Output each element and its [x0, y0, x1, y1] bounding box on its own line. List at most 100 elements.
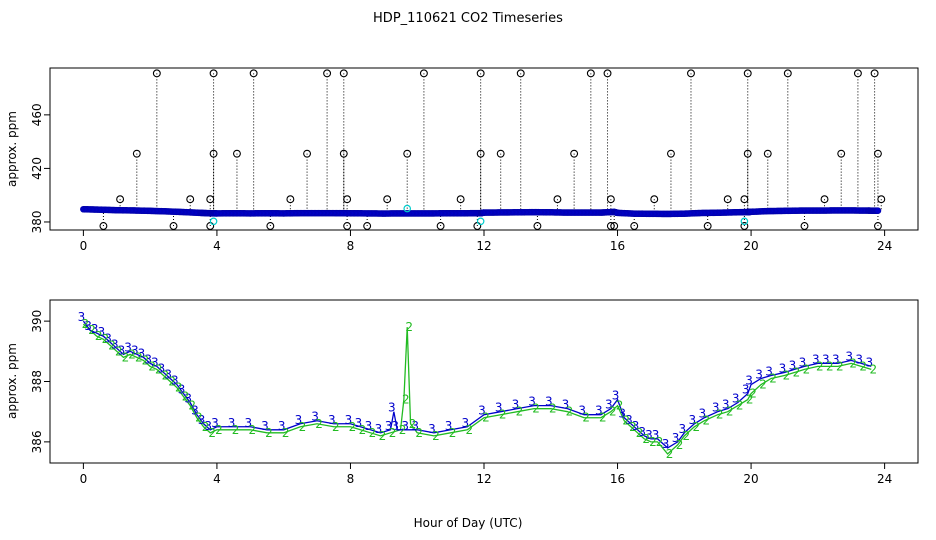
- series-2-point: 2: [449, 426, 457, 440]
- series-3-point: 3: [722, 398, 730, 412]
- series-2-point: 2: [88, 323, 96, 337]
- top-panel: 0 4 8 12 16 20 24 380 420 460 approx. ppm: [5, 67, 919, 253]
- series-2-point: 2: [682, 429, 690, 443]
- series-2-point: 2: [359, 423, 367, 437]
- cyan-point: [403, 204, 412, 213]
- series-3-point: 3: [445, 419, 453, 433]
- spike-point: [873, 149, 882, 158]
- top-x-tick-label: 4: [213, 239, 221, 253]
- series-3-point: 3: [171, 374, 179, 388]
- series-3-line: [82, 320, 872, 449]
- series-2-point: 2: [142, 353, 150, 367]
- spike-point: [837, 149, 846, 158]
- spike-point: [650, 195, 659, 204]
- series-2-point: 2: [108, 338, 116, 352]
- spike-point: [783, 69, 792, 78]
- series-2-point: 2: [609, 405, 617, 419]
- top-x-tick-label: 12: [476, 239, 491, 253]
- series-3-point: 3: [822, 352, 830, 366]
- spike-point: [553, 195, 562, 204]
- series-2-point: 2: [115, 344, 123, 358]
- series-2-point: 2: [182, 390, 190, 404]
- series-3-point: 3: [131, 343, 139, 357]
- series-2-point: 2: [405, 320, 413, 334]
- series-2-point: 2: [175, 381, 183, 395]
- top-plot-marks: [80, 69, 886, 230]
- series-2-point: 2: [783, 368, 791, 382]
- series-2-point: 2: [332, 420, 340, 434]
- series-2-point: 2: [816, 359, 824, 373]
- spike-point: [206, 195, 215, 204]
- spike-point: [286, 195, 295, 204]
- series-2-point: 2: [566, 405, 574, 419]
- series-2-point: 2: [703, 414, 711, 428]
- bottom-x-tick-label: 12: [476, 472, 491, 486]
- series-3-point: 3: [799, 355, 807, 369]
- series-2-point: 2: [676, 438, 684, 452]
- series-3-point: 3: [745, 374, 753, 388]
- series-3-point: 3: [91, 322, 99, 336]
- cyan-point: [740, 217, 749, 226]
- series-3-point: 3: [144, 352, 152, 366]
- series-3-point: 3: [365, 419, 373, 433]
- spike-point: [152, 69, 161, 78]
- series-3-point: 3: [78, 310, 86, 324]
- spike-point: [763, 149, 772, 158]
- series-3-point: 3: [355, 416, 363, 430]
- series-3-point: 3: [779, 361, 787, 375]
- series-3-point: 3: [295, 413, 303, 427]
- series-2-point: 2: [803, 362, 811, 376]
- series-3-point: 3: [662, 437, 670, 451]
- series-3-point: 3: [645, 428, 653, 442]
- top-x-tick-label: 24: [877, 239, 892, 253]
- spike-point: [853, 69, 862, 78]
- series-3-point: 3: [138, 346, 146, 360]
- top-y-tick-label: 380: [30, 211, 44, 234]
- series-3-point: 3: [178, 383, 186, 397]
- spike-point: [606, 195, 615, 204]
- series-3-point: 3: [478, 404, 486, 418]
- series-3-point: 3: [528, 395, 536, 409]
- spike-point: [323, 69, 332, 78]
- series-3-point: 3: [562, 398, 570, 412]
- spike-point: [703, 222, 712, 230]
- series-2-point: 2: [649, 435, 657, 449]
- spike-point: [870, 69, 879, 78]
- spike-point: [473, 222, 482, 230]
- series-3-point: 3: [845, 349, 853, 363]
- series-3-point: 3: [765, 364, 773, 378]
- series-3-point: 3: [855, 352, 863, 366]
- spike-point: [743, 69, 752, 78]
- spike-point: [743, 149, 752, 158]
- series-3-point: 3: [211, 416, 219, 430]
- spike-point: [723, 195, 732, 204]
- bottom-x-tick-label: 24: [877, 472, 892, 486]
- bottom-x-tick-label: 8: [347, 472, 355, 486]
- series-2-point: 2: [168, 375, 176, 389]
- series-2-point: 2: [248, 423, 256, 437]
- series-2-point: 2: [465, 423, 473, 437]
- series-3-point: 3: [328, 413, 336, 427]
- spike-point: [630, 222, 639, 230]
- series-2-point: 2: [102, 332, 110, 346]
- series-2-point: 2: [666, 447, 674, 461]
- series-3-point: 3: [755, 367, 763, 381]
- series-2-point: 2: [128, 347, 136, 361]
- series-2-point: 2: [135, 350, 143, 364]
- series-2-point: 2: [432, 429, 440, 443]
- series-2-point: 2: [629, 420, 637, 434]
- series-2-point: 2: [616, 399, 624, 413]
- series-2-point: 2: [415, 426, 423, 440]
- series-3-point: 3: [632, 419, 640, 433]
- series-3-point: 3: [411, 419, 419, 433]
- spike-point: [436, 222, 445, 230]
- spike-point: [403, 149, 412, 158]
- series-3-point: 3: [618, 407, 626, 421]
- top-y-axis: 380 420 460: [30, 103, 50, 233]
- baseline-point: [874, 207, 882, 215]
- series-3-point: 3: [689, 413, 697, 427]
- spike-point: [339, 69, 348, 78]
- series-2-point: 2: [749, 387, 757, 401]
- series-2-point: 2: [599, 411, 607, 425]
